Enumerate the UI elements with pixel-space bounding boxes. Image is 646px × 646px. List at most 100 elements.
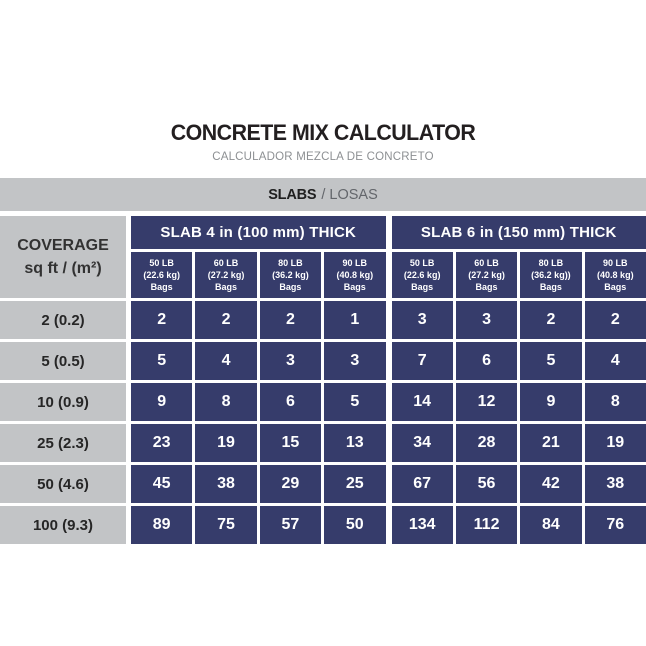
- bag-weight-metric: (22.6 kg): [403, 269, 441, 280]
- column-header-6in-60lb: 60 LB (27.2 kg) Bags: [455, 252, 518, 298]
- value-cell: 8: [195, 383, 257, 421]
- values-6in: 34 28 21 19: [391, 424, 646, 462]
- value-cell: 67: [391, 465, 453, 503]
- bag-unit: Bags: [475, 282, 498, 293]
- table-row-coverage-5: 5 (0.5) 5 4 3 3 7 6 5 4: [0, 342, 646, 380]
- value-cell: 29: [259, 465, 322, 503]
- column-header-4in-50lb: 50 LB (22.6 kg) Bags: [131, 252, 193, 298]
- values-6in: 14 12 9 8: [391, 383, 646, 421]
- value-cell: 38: [195, 465, 257, 503]
- bag-unit: Bags: [604, 282, 627, 293]
- value-cell: 25: [324, 465, 386, 503]
- values-4in: 5 4 3 3: [131, 342, 386, 380]
- section-title: SLABS: [268, 186, 317, 203]
- value-cell: 76: [584, 506, 646, 544]
- value-cell: 15: [259, 424, 322, 462]
- value-cell: 3: [259, 342, 322, 380]
- section-title-translation: / LOSAS: [321, 186, 378, 203]
- column-header-6in-90lb: 90 LB (40.8 kg) Bags: [584, 252, 646, 298]
- bag-weight-metric: (36.2 kg)): [531, 269, 571, 280]
- values-4in: 23 19 15 13: [131, 424, 386, 462]
- column-header-4in-90lb: 90 LB (40.8 kg) Bags: [324, 252, 386, 298]
- value-cell: 2: [195, 301, 257, 339]
- values-4in: 2 2 2 1: [131, 301, 386, 339]
- value-cell: 12: [455, 383, 518, 421]
- value-cell: 5: [131, 342, 193, 380]
- value-cell: 6: [259, 383, 322, 421]
- table-row-coverage-2: 2 (0.2) 2 2 2 1 3 3 2 2: [0, 301, 646, 339]
- value-cell: 56: [455, 465, 518, 503]
- bag-weight: 80 LB: [278, 257, 303, 268]
- bag-weight-metric: (40.8 kg): [597, 269, 634, 280]
- value-cell: 75: [195, 506, 257, 544]
- value-cell: 2: [584, 301, 646, 339]
- bag-weight: 60 LB: [474, 257, 499, 268]
- value-cell: 8: [584, 383, 646, 421]
- bag-weight: 90 LB: [603, 257, 628, 268]
- values-6in: 7 6 5 4: [391, 342, 646, 380]
- value-cell: 19: [195, 424, 257, 462]
- value-cell: 4: [195, 342, 257, 380]
- bag-weight-metric: (22.6 kg): [143, 269, 180, 280]
- value-cell: 14: [391, 383, 453, 421]
- bag-weight-metric: (27.2 kg): [207, 269, 245, 280]
- page-subtitle: CALCULADOR MEZCLA DE CONCRETO: [212, 151, 434, 163]
- coverage-cell: 10 (0.9): [0, 383, 126, 421]
- value-cell: 2: [520, 301, 582, 339]
- value-cell: 112: [455, 506, 518, 544]
- values-6in: 67 56 42 38: [391, 465, 646, 503]
- value-cell: 34: [391, 424, 453, 462]
- value-cell: 1: [324, 301, 386, 339]
- value-cell: 45: [131, 465, 193, 503]
- bag-weight-metric: (40.8 kg): [336, 269, 374, 280]
- value-cell: 89: [131, 506, 193, 544]
- value-cell: 42: [520, 465, 582, 503]
- values-4in: 45 38 29 25: [131, 465, 386, 503]
- value-cell: 2: [131, 301, 193, 339]
- bag-weight: 50 LB: [149, 257, 174, 268]
- bag-unit: Bags: [279, 282, 302, 293]
- value-cell: 4: [584, 342, 646, 380]
- values-6in: 134 112 84 76: [391, 506, 646, 544]
- bag-unit: Bags: [411, 282, 434, 293]
- calculator-table: COVERAGE sq ft / (m²) SLAB 4 in (100 mm)…: [0, 216, 646, 544]
- value-cell: 9: [131, 383, 193, 421]
- table-body: 2 (0.2) 2 2 2 1 3 3 2 2 5 (0.5) 5: [0, 301, 646, 544]
- value-cell: 6: [455, 342, 518, 380]
- bag-size-headers-6in: 50 LB (22.6 kg) Bags 60 LB (27.2 kg) Bag…: [391, 252, 646, 298]
- table-row-coverage-100: 100 (9.3) 89 75 57 50 134 112 84 76: [0, 506, 646, 544]
- bag-unit: Bags: [150, 282, 173, 293]
- column-header-6in-50lb: 50 LB (22.6 kg) Bags: [391, 252, 453, 298]
- value-cell: 134: [391, 506, 453, 544]
- coverage-cell: 25 (2.3): [0, 424, 126, 462]
- coverage-cell: 5 (0.5): [0, 342, 126, 380]
- column-header-6in-80lb: 80 LB (36.2 kg)) Bags: [520, 252, 582, 298]
- bag-weight: 80 LB: [538, 257, 564, 268]
- bag-weight-metric: (27.2 kg): [468, 269, 505, 280]
- bag-size-header-row: 50 LB (22.6 kg) Bags 60 LB (27.2 kg) Bag…: [131, 252, 646, 298]
- table-header-columns: SLAB 4 in (100 mm) THICK SLAB 6 in (150 …: [131, 216, 646, 298]
- value-cell: 19: [584, 424, 646, 462]
- values-4in: 89 75 57 50: [131, 506, 386, 544]
- table-row-coverage-25: 25 (2.3) 23 19 15 13 34 28 21 19: [0, 424, 646, 462]
- group-header-row: SLAB 4 in (100 mm) THICK SLAB 6 in (150 …: [131, 216, 646, 249]
- column-header-4in-80lb: 80 LB (36.2 kg) Bags: [259, 252, 322, 298]
- bag-unit: Bags: [539, 282, 562, 293]
- page-title: CONCRETE MIX CALCULATOR: [170, 120, 476, 145]
- value-cell: 21: [520, 424, 582, 462]
- bag-weight: 60 LB: [213, 257, 239, 268]
- bag-unit: Bags: [343, 282, 366, 293]
- bag-size-headers-4in: 50 LB (22.6 kg) Bags 60 LB (27.2 kg) Bag…: [131, 252, 386, 298]
- column-header-4in-60lb: 60 LB (27.2 kg) Bags: [195, 252, 257, 298]
- values-4in: 9 8 6 5: [131, 383, 386, 421]
- table-row-coverage-10: 10 (0.9) 9 8 6 5 14 12 9 8: [0, 383, 646, 421]
- value-cell: 5: [324, 383, 386, 421]
- value-cell: 38: [584, 465, 646, 503]
- coverage-header-line1: COVERAGE: [17, 236, 109, 254]
- value-cell: 57: [259, 506, 322, 544]
- coverage-cell: 50 (4.6): [0, 465, 126, 503]
- value-cell: 5: [520, 342, 582, 380]
- coverage-header: COVERAGE sq ft / (m²): [0, 216, 126, 298]
- group-header-slab-6in: SLAB 6 in (150 mm) THICK: [391, 216, 646, 249]
